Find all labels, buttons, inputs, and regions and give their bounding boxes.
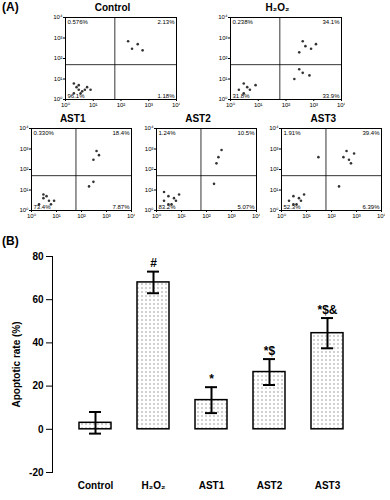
svg-text:18.4%: 18.4% bbox=[112, 130, 130, 136]
svg-text:34.1%: 34.1% bbox=[322, 19, 340, 25]
svg-text:10⁴: 10⁴ bbox=[337, 102, 345, 108]
svg-text:10³: 10³ bbox=[227, 213, 236, 219]
svg-text:2.13%: 2.13% bbox=[157, 19, 175, 25]
svg-text:H₂O₂: H₂O₂ bbox=[142, 480, 166, 491]
svg-text:6.39%: 6.39% bbox=[363, 204, 381, 210]
svg-text:10¹: 10¹ bbox=[254, 102, 263, 108]
svg-text:0.576%: 0.576% bbox=[68, 19, 89, 25]
html-text:(B): (B) bbox=[2, 234, 19, 248]
svg-text:1.91%: 1.91% bbox=[284, 130, 302, 136]
svg-text:10⁰: 10⁰ bbox=[19, 207, 29, 214]
svg-text:10³: 10³ bbox=[270, 146, 279, 152]
svg-text:10³: 10³ bbox=[219, 35, 228, 41]
svg-text:5.07%: 5.07% bbox=[237, 204, 255, 210]
svg-text:10³: 10³ bbox=[19, 146, 28, 152]
svg-text:10⁴: 10⁴ bbox=[144, 125, 154, 131]
svg-text:73.4%: 73.4% bbox=[33, 204, 51, 210]
svg-text:10²: 10² bbox=[282, 102, 291, 108]
svg-text:10²: 10² bbox=[270, 166, 279, 172]
svg-text:39.4%: 39.4% bbox=[363, 130, 381, 136]
html-text:H₂O₂: H₂O₂ bbox=[265, 2, 290, 13]
svg-text:10⁴: 10⁴ bbox=[218, 14, 228, 20]
svg-text:10⁴: 10⁴ bbox=[19, 125, 29, 131]
svg-text:31.8%: 31.8% bbox=[233, 93, 251, 99]
svg-text:10³: 10³ bbox=[309, 102, 318, 108]
svg-text:10²: 10² bbox=[19, 166, 28, 172]
svg-text:10³: 10³ bbox=[144, 102, 153, 108]
svg-text:10²: 10² bbox=[327, 213, 336, 219]
html-text:Control: Control bbox=[94, 2, 131, 13]
svg-text:10¹: 10¹ bbox=[54, 76, 63, 82]
svg-text:10⁴: 10⁴ bbox=[270, 125, 280, 131]
svg-text:*$&: *$& bbox=[317, 303, 337, 317]
svg-text:10¹: 10¹ bbox=[145, 187, 154, 193]
svg-text:80: 80 bbox=[32, 251, 44, 262]
svg-text:10⁴: 10⁴ bbox=[377, 213, 385, 219]
svg-text:*$: *$ bbox=[264, 344, 276, 358]
html-text:(A): (A) bbox=[2, 0, 19, 14]
svg-text:60: 60 bbox=[32, 294, 44, 305]
html-text:AST1: AST1 bbox=[59, 113, 86, 124]
svg-text:0.238%: 0.238% bbox=[233, 19, 254, 25]
svg-text:10⁰: 10⁰ bbox=[226, 102, 236, 108]
svg-text:10²: 10² bbox=[77, 213, 86, 219]
html-text:AST2: AST2 bbox=[185, 113, 211, 124]
svg-text:7.87%: 7.87% bbox=[112, 204, 130, 210]
svg-text:96.1%: 96.1% bbox=[68, 93, 86, 99]
svg-text:40: 40 bbox=[32, 337, 44, 348]
svg-text:Apoptotic rate (%): Apoptotic rate (%) bbox=[11, 321, 22, 407]
svg-text:83.2%: 83.2% bbox=[158, 204, 176, 210]
svg-text:33.9%: 33.9% bbox=[322, 93, 340, 99]
svg-text:1.18%: 1.18% bbox=[157, 93, 175, 99]
svg-text:1.24%: 1.24% bbox=[158, 130, 176, 136]
svg-text:*: * bbox=[209, 372, 214, 386]
svg-text:10⁴: 10⁴ bbox=[172, 102, 180, 108]
svg-text:10²: 10² bbox=[54, 55, 63, 61]
svg-text:10⁰: 10⁰ bbox=[152, 213, 162, 219]
svg-text:#: # bbox=[150, 256, 157, 270]
svg-text:10¹: 10¹ bbox=[219, 76, 228, 82]
svg-text:10³: 10³ bbox=[54, 35, 63, 41]
svg-text:10²: 10² bbox=[117, 102, 126, 108]
svg-text:10⁰: 10⁰ bbox=[277, 213, 287, 219]
html-text:AST3: AST3 bbox=[310, 113, 337, 124]
svg-text:-20: -20 bbox=[29, 467, 44, 478]
svg-text:10⁰: 10⁰ bbox=[27, 213, 37, 219]
svg-text:Control: Control bbox=[78, 480, 114, 491]
svg-text:10⁰: 10⁰ bbox=[144, 207, 154, 214]
svg-text:0.330%: 0.330% bbox=[33, 130, 54, 136]
svg-text:20: 20 bbox=[32, 380, 44, 391]
svg-text:10¹: 10¹ bbox=[19, 187, 28, 193]
svg-text:10¹: 10¹ bbox=[302, 213, 311, 219]
svg-text:10³: 10³ bbox=[102, 213, 111, 219]
svg-text:10⁰: 10⁰ bbox=[53, 96, 63, 103]
svg-text:10.5%: 10.5% bbox=[237, 130, 255, 136]
svg-text:10¹: 10¹ bbox=[89, 102, 98, 108]
svg-text:AST2: AST2 bbox=[257, 480, 283, 491]
svg-text:10¹: 10¹ bbox=[52, 213, 61, 219]
svg-text:10⁰: 10⁰ bbox=[218, 96, 228, 103]
svg-text:10³: 10³ bbox=[352, 213, 361, 219]
svg-text:AST3: AST3 bbox=[315, 480, 341, 491]
svg-text:52.3%: 52.3% bbox=[284, 204, 302, 210]
svg-text:AST1: AST1 bbox=[199, 480, 225, 491]
svg-text:10¹: 10¹ bbox=[270, 187, 279, 193]
svg-text:10¹: 10¹ bbox=[177, 213, 186, 219]
svg-text:0: 0 bbox=[38, 424, 44, 435]
svg-text:10²: 10² bbox=[219, 55, 228, 61]
svg-text:10⁴: 10⁴ bbox=[53, 14, 63, 20]
svg-text:10⁰: 10⁰ bbox=[61, 102, 71, 108]
svg-text:10²: 10² bbox=[145, 166, 154, 172]
svg-text:10⁴: 10⁴ bbox=[127, 213, 135, 219]
svg-text:10⁰: 10⁰ bbox=[269, 207, 279, 214]
svg-text:10³: 10³ bbox=[145, 146, 154, 152]
svg-text:10²: 10² bbox=[202, 213, 211, 219]
svg-text:10⁴: 10⁴ bbox=[252, 213, 260, 219]
